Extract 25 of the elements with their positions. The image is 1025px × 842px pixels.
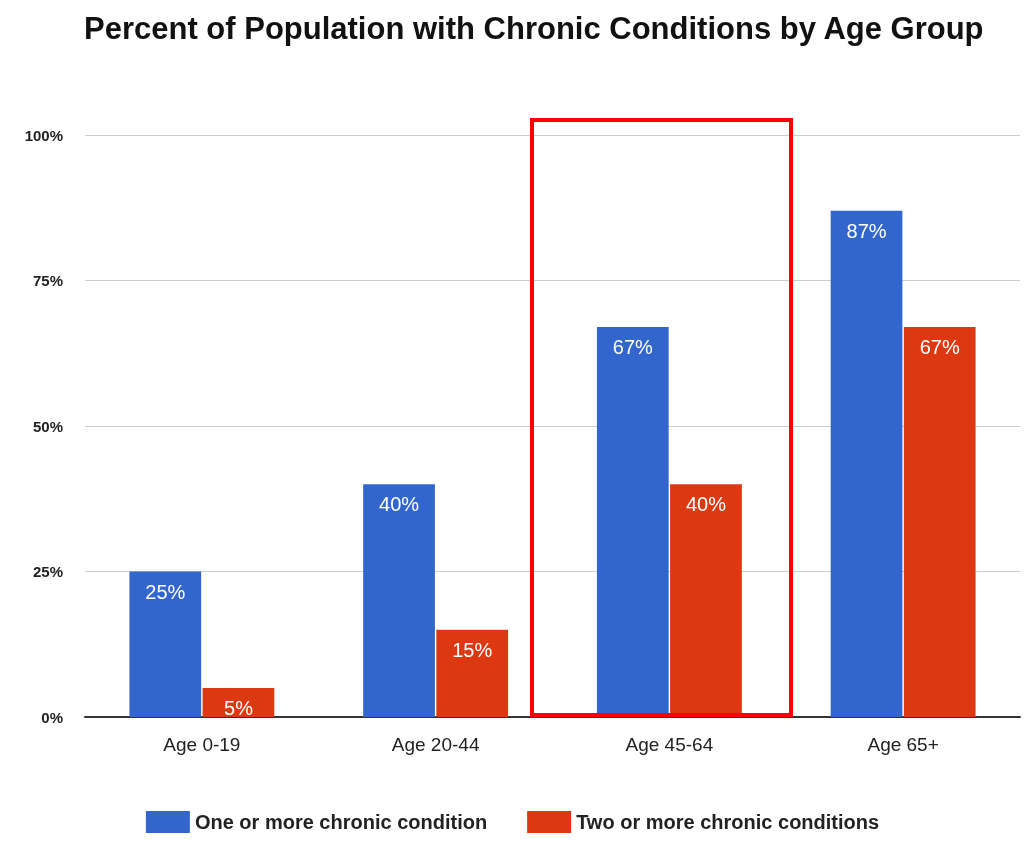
data-label: 5% xyxy=(224,696,254,719)
bar xyxy=(903,327,976,717)
data-label: 15% xyxy=(452,638,493,661)
y-tick-label: 75% xyxy=(32,272,63,289)
y-tick-label: 50% xyxy=(32,417,63,435)
y-tick-label: 100% xyxy=(24,126,63,144)
data-label: 40% xyxy=(685,493,727,516)
y-tick-label: 0% xyxy=(41,708,63,726)
data-label: 40% xyxy=(379,493,420,516)
data-label: 87% xyxy=(846,219,887,242)
bar xyxy=(830,210,903,717)
bar xyxy=(363,484,435,717)
data-label: 67% xyxy=(919,336,960,359)
x-tick-label: Age 20-44 xyxy=(391,734,480,755)
bar xyxy=(436,629,509,717)
legend-label: Two or more chronic conditions xyxy=(576,811,880,833)
bar xyxy=(129,571,202,717)
data-label: 67% xyxy=(612,336,654,359)
x-tick-label: Age 45-64 xyxy=(625,734,714,755)
chart-title: Percent of Population with Chronic Conditions by Age Group xyxy=(84,10,985,48)
x-tick-label: Age 65+ xyxy=(867,734,939,755)
x-tick-label: Age 0-19 xyxy=(163,734,241,755)
legend-label: One or more chronic condition xyxy=(194,811,488,833)
data-label: 25% xyxy=(145,580,186,603)
y-tick-label: 25% xyxy=(32,563,63,580)
